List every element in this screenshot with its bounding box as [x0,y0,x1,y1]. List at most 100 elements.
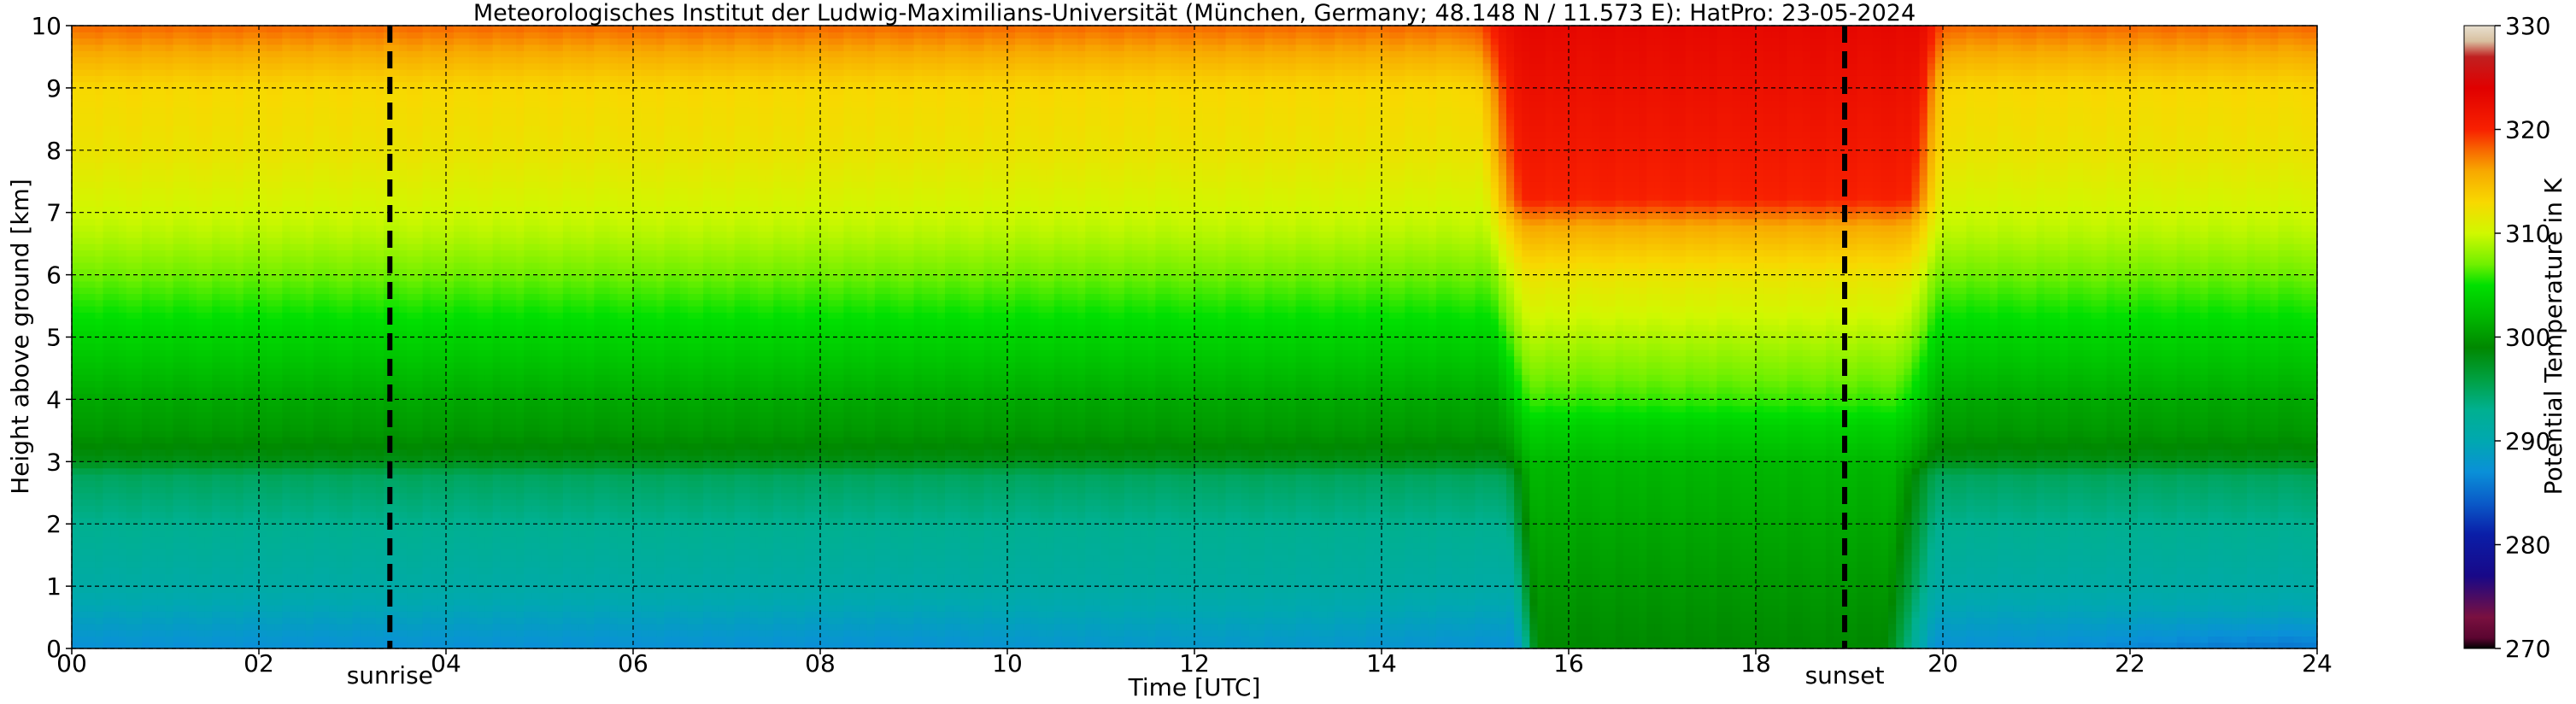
heatmap-cell [250,150,260,157]
heatmap-cell [235,268,244,276]
heatmap-cell [352,299,361,307]
heatmap-cell [344,642,354,648]
heatmap-cell [297,187,307,195]
heatmap-cell [454,150,462,157]
heatmap-cell [329,312,337,320]
heatmap-cell [79,274,88,282]
heatmap-cell [375,144,384,151]
heatmap-cell [305,119,314,126]
heatmap-cell [235,455,244,462]
heatmap-cell [227,131,237,138]
heatmap-cell [290,386,299,394]
heatmap-cell [87,150,96,157]
heatmap-cell [87,473,96,481]
heatmap-cell [267,598,275,606]
heatmap-cell [87,125,96,132]
heatmap-cell [227,125,237,132]
heatmap-cell [173,461,182,469]
heatmap-cell [297,138,307,145]
heatmap-cell [344,630,354,637]
heatmap-cell [446,511,455,519]
heatmap-cell [367,405,377,413]
heatmap-cell [212,480,220,488]
heatmap-cell [212,287,220,295]
heatmap-cell [391,636,400,643]
heatmap-cell [87,87,96,95]
heatmap-cell [407,218,416,226]
heatmap-cell [407,517,416,525]
heatmap-cell [110,75,120,83]
heatmap-cell [173,131,182,138]
heatmap-cell [180,249,190,257]
heatmap-cell [110,530,120,537]
heatmap-cell [290,511,299,519]
heatmap-cell [422,536,431,543]
heatmap-cell [220,206,229,214]
heatmap-cell [72,337,80,344]
heatmap-cell [407,567,416,575]
heatmap-cell [290,623,299,631]
heatmap-cell [384,193,392,201]
heatmap-cell [118,38,127,45]
heatmap-cell [430,405,439,413]
heatmap-cell [367,318,377,326]
heatmap-cell [142,193,150,201]
heatmap-cell [414,492,424,500]
heatmap-cell [188,424,197,431]
heatmap-cell [197,131,205,138]
heatmap-cell [313,367,322,375]
heatmap-cell [321,343,330,350]
heatmap-cell [243,237,252,244]
heatmap-cell [87,517,96,525]
heatmap-cell [180,181,190,189]
heatmap-cell [391,212,400,220]
heatmap-cell [227,144,237,151]
heatmap-cell [282,280,291,288]
heatmap-cell [407,592,416,600]
heatmap-cell [126,38,135,45]
heatmap-cell [454,255,462,263]
heatmap-cell [430,430,439,437]
heatmap-cell [72,69,80,76]
heatmap-cell [321,492,330,500]
heatmap-cell [329,343,337,350]
heatmap-cell [329,237,337,244]
heatmap-cell [150,437,158,444]
heatmap-cell [79,554,88,562]
heatmap-cell [360,87,369,95]
heatmap-cell [250,337,260,344]
heatmap-cell [227,598,237,606]
heatmap-cell [95,100,104,108]
heatmap-cell [290,144,299,151]
heatmap-cell [157,623,167,631]
heatmap-cell [352,200,361,208]
heatmap-cell [235,119,244,126]
heatmap-cell [305,274,314,282]
heatmap-cell [274,511,283,519]
heatmap-cell [454,480,462,488]
heatmap-cell [454,168,462,176]
heatmap-cell [142,69,150,76]
heatmap-cell [422,380,431,388]
heatmap-cell [250,443,260,450]
heatmap-cell [165,218,174,226]
heatmap-cell [352,424,361,431]
heatmap-cell [227,461,237,469]
heatmap-cell [422,181,431,189]
heatmap-cell [142,287,150,295]
heatmap-cell [250,218,260,226]
heatmap-cell [197,119,205,126]
heatmap-cell [72,243,80,251]
heatmap-cell [375,312,384,320]
heatmap-cell [212,144,220,151]
heatmap-cell [344,94,354,102]
heatmap-cell [150,113,158,120]
heatmap-cell [399,337,408,344]
heatmap-cell [150,324,158,331]
heatmap-cell [180,38,190,45]
heatmap-cell [313,81,322,89]
heatmap-cell [95,386,104,394]
heatmap-cell [367,62,377,70]
heatmap-cell [197,361,205,369]
heatmap-cell [422,218,431,226]
